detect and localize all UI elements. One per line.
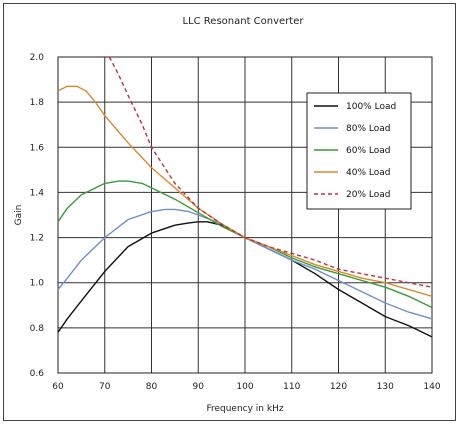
plot-area: [57, 56, 433, 374]
x-tick-label: 60: [52, 382, 64, 392]
y-axis-ticks: 0.6 0.8 1.0 1.2 1.4 1.6 1.8 2.0: [30, 53, 45, 379]
x-tick-label: 90: [193, 382, 205, 392]
x-axis-ticks: 60 70 80 90 100 110 120 130 140: [52, 382, 441, 392]
x-tick-label: 140: [423, 382, 440, 392]
legend-label-3: 40% Load: [346, 168, 390, 178]
series-group: [57, 56, 433, 338]
legend-label-0: 100% Load: [346, 102, 396, 112]
y-tick-label: 0.8: [30, 324, 45, 334]
y-tick-label: 1.2: [30, 234, 44, 244]
x-tick-label: 130: [377, 382, 394, 392]
y-tick-label: 0.6: [30, 369, 45, 379]
y-tick-label: 1.4: [30, 188, 45, 198]
y-tick-label: 1.8: [30, 98, 45, 108]
legend-label-2: 60% Load: [346, 146, 390, 156]
legend-label-4: 20% Load: [346, 190, 390, 200]
legend: 100% Load 80% Load 60% Load 40% Load 20% Loa…: [306, 92, 412, 210]
chart-title: LLC Resonant Converter: [183, 16, 305, 27]
series-line-2: [57, 180, 433, 309]
legend-label-1: 80% Load: [346, 124, 390, 134]
x-tick-label: 120: [330, 382, 347, 392]
x-tick-label: 110: [283, 382, 300, 392]
y-tick-label: 2.0: [30, 53, 45, 63]
x-tick-label: 70: [99, 382, 111, 392]
y-tick-label: 1.6: [30, 143, 45, 153]
x-tick-label: 100: [236, 382, 253, 392]
y-axis-label: Gain: [14, 205, 24, 226]
legend-box: [306, 92, 412, 210]
x-tick-label: 80: [146, 382, 158, 392]
series-line-0: [57, 221, 433, 338]
x-axis-label: Frequency in kHz: [206, 404, 283, 414]
chart-frame: [3, 3, 456, 421]
y-tick-label: 1.0: [30, 279, 45, 289]
series-line-4: [108, 56, 433, 288]
